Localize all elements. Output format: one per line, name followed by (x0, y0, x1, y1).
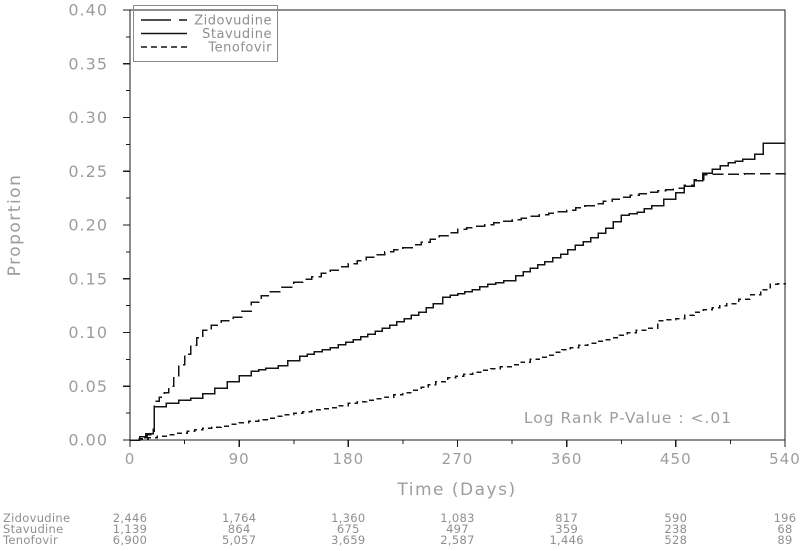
risk-count: 238 (664, 522, 687, 536)
legend-label-zidovudine: Zidovudine (194, 14, 272, 29)
legend-frame (133, 5, 278, 62)
plot-frame (129, 9, 786, 441)
survival-curves (130, 142, 786, 441)
risk-count: 817 (555, 511, 578, 525)
risk-count: 1,139 (113, 522, 147, 536)
x-tick-label: 270 (442, 450, 474, 468)
risk-row-label: Zidovudine (3, 511, 70, 525)
risk-count: 3,659 (331, 533, 365, 547)
risk-count: 1,083 (440, 511, 474, 525)
x-tick-label: 90 (229, 450, 250, 468)
risk-count: 196 (774, 511, 797, 525)
curve-stavudine (130, 142, 785, 441)
x-tick-label: 180 (333, 450, 365, 468)
risk-count: 1,360 (331, 511, 365, 525)
risk-count: 2,446 (113, 511, 147, 525)
legend: Zidovudine Stavudine Tenofovir (133, 5, 278, 62)
risk-count: 590 (664, 511, 687, 525)
y-tick-label: 0.25 (68, 162, 108, 181)
risk-count: 359 (555, 522, 578, 536)
y-tick-label: 0.40 (68, 1, 108, 20)
risk-count: 5,057 (222, 533, 256, 547)
x-tick-label: 360 (551, 450, 583, 468)
curve-zidovudine (130, 172, 786, 441)
x-axis-title: Time (Days) (396, 480, 516, 500)
x-tick-label: 0 (125, 450, 136, 468)
risk-count: 1,446 (549, 533, 583, 547)
legend-label-tenofovir: Tenofovir (207, 41, 272, 56)
risk-count: 6,900 (113, 533, 147, 547)
y-tick-label: 0.10 (68, 323, 108, 342)
risk-row-label: Tenofovir (2, 533, 58, 547)
y-tick-label: 0.30 (68, 108, 108, 127)
legend-label-stavudine: Stavudine (202, 27, 272, 42)
y-tick-label: 0.20 (68, 216, 108, 235)
risk-count: 68 (777, 522, 792, 536)
curve-tenofovir (130, 282, 786, 441)
risk-count: 864 (228, 522, 251, 536)
risk-count: 528 (664, 533, 687, 547)
y-tick-label: 0.05 (68, 377, 108, 396)
x-tick-label: 450 (660, 450, 692, 468)
risk-count: 2,587 (440, 533, 474, 547)
risk-count: 497 (446, 522, 469, 536)
y-tick-label: 0.15 (68, 269, 108, 288)
y-axis-title: Proportion (5, 174, 25, 277)
risk-row-label: Stavudine (3, 522, 64, 536)
x-tick-label: 540 (769, 450, 800, 468)
y-tick-label: 0.00 (68, 431, 108, 450)
risk-count: 1,764 (222, 511, 256, 525)
risk-count: 675 (337, 522, 360, 536)
y-tick-label: 0.35 (68, 54, 108, 73)
axis-ticks: 0 90 180 270 360 450 540 0.00 0.05 0.10 0.15 0.20 0.… (68, 1, 800, 469)
log-rank-annotation: Log Rank P-Value : <.01 (524, 409, 732, 427)
risk-count: 89 (777, 533, 792, 547)
number-at-risk-table: Zidovudine 2,446 1,764 1,360 1,083 817 590 196 S… (2, 511, 796, 547)
